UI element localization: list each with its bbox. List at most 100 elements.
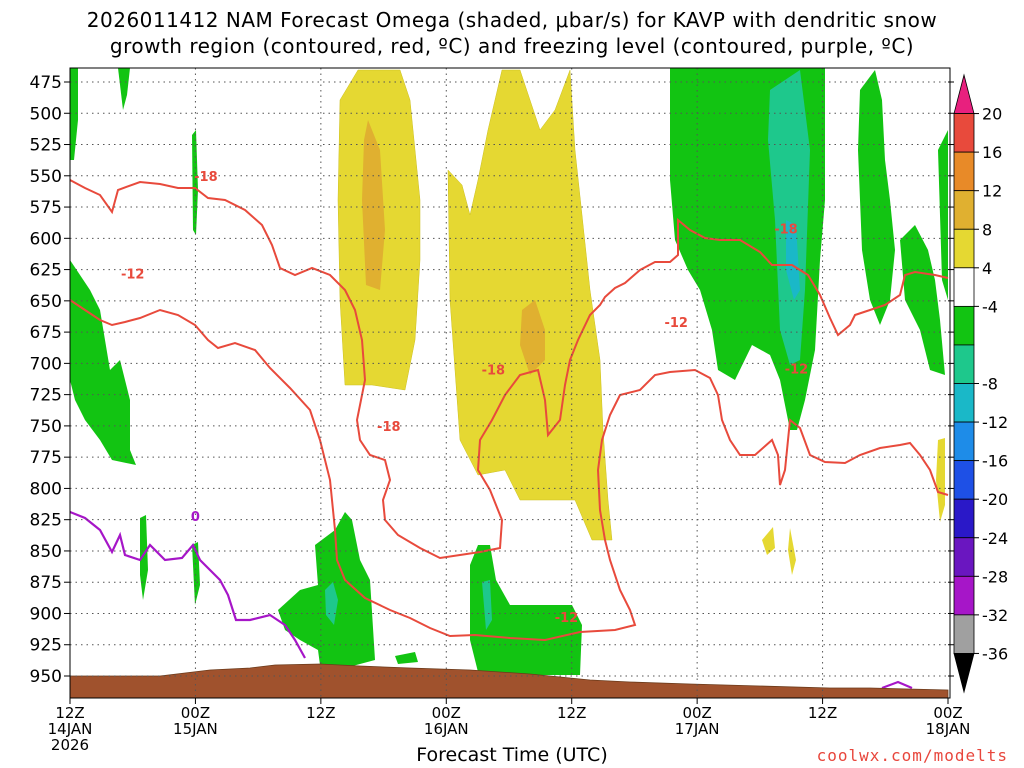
x-tick-label-7-1: 18JAN — [926, 720, 971, 738]
colorbar: 20 16 12 8 4 -4 -8 -12 -16 -20 -24 -28 -32 -36 — [953, 73, 1008, 694]
colorbar-label-5: -4 — [982, 297, 998, 316]
contour-label-6: -18 — [774, 222, 798, 237]
colorbar-cap-bottom — [953, 653, 975, 694]
contour-label-0: -18 — [194, 170, 218, 185]
omega-green-sliver-2 — [192, 130, 198, 235]
y-axis: 475 500 525 550 575 600 625 650 675 700 725 750 775 8… — [30, 73, 954, 687]
y-tick-label-600: 600 — [30, 229, 62, 249]
source-credit: coolwx.com/modelts — [816, 746, 1008, 765]
contour-label-7: -12 — [785, 362, 809, 377]
dendritic-contour-minus-12-lower — [70, 299, 949, 642]
y-tick-label-950: 950 — [30, 667, 62, 687]
x-tick-label-6-0: 12Z — [808, 704, 837, 722]
contour-label-3: -18 — [482, 364, 506, 379]
x-tick-label-2-0: 12Z — [306, 704, 335, 722]
freezing-level-contour — [70, 510, 306, 659]
y-tick-label-475: 475 — [30, 73, 62, 93]
omega-green-region-far-right-2 — [900, 225, 945, 375]
contour-labels: -18 -12 -18 -18 -12 -12 -18 -12 0 — [121, 170, 808, 626]
omega-green-region-far-right — [858, 70, 895, 325]
colorbar-swatch-4 — [953, 228, 975, 269]
y-tick-label-675: 675 — [30, 323, 62, 343]
colorbar-label-10: -24 — [982, 529, 1008, 548]
y-tick-label-850: 850 — [30, 542, 62, 562]
y-tick-label-550: 550 — [30, 167, 62, 187]
dendritic-contour-minus-18-upper — [70, 179, 949, 560]
colorbar-cap-top — [953, 73, 975, 114]
omega-orange-region-1 — [362, 120, 385, 290]
contour-label-1: -12 — [121, 267, 145, 282]
x-tick-label-5-1: 17JAN — [675, 720, 720, 738]
colorbar-swatch-9 — [953, 421, 975, 462]
colorbar-swatch-1 — [953, 113, 975, 153]
x-tick-label-3-1: 16JAN — [424, 720, 469, 738]
x-tick-label-0-2: 2026 — [51, 736, 89, 754]
chart-title-line-1: 2026011412 NAM Forecast Omega (shaded, μ… — [86, 8, 938, 32]
chart-title-line-2: growth region (contoured, red, ºC) and f… — [109, 34, 915, 58]
terrain-surface — [70, 663, 949, 698]
x-tick-label-1-0: 00Z — [181, 704, 210, 722]
x-tick-label-3-0: 00Z — [432, 704, 461, 722]
x-tick-label-1-1: 15JAN — [173, 720, 218, 738]
y-tick-label-575: 575 — [30, 198, 62, 218]
omega-green-region-left — [70, 260, 136, 465]
plot-frame — [69, 67, 951, 699]
omega-yellow-small-1 — [762, 527, 775, 555]
omega-cyan-region-right — [786, 220, 800, 300]
omega-green-sliver-top — [118, 68, 130, 110]
colorbar-label-12: -32 — [982, 606, 1008, 625]
colorbar-swatch-14 — [953, 614, 975, 654]
freezing-level-contour-right — [881, 680, 913, 690]
colorbar-label-9: -20 — [982, 490, 1008, 509]
colorbar-label-4: 4 — [982, 259, 992, 278]
omega-orange-region-2 — [520, 300, 545, 375]
colorbar-swatch-13 — [953, 575, 975, 616]
omega-green-blob-small — [395, 652, 418, 664]
x-tick-label-7-0: 00Z — [933, 704, 962, 722]
y-tick-label-525: 525 — [30, 136, 62, 156]
colorbar-swatch-3 — [953, 190, 975, 230]
omega-green-region-left-top — [70, 68, 78, 160]
x-axis-title: Forecast Time (UTC) — [416, 744, 608, 766]
x-tick-label-5-0: 00Z — [682, 704, 711, 722]
colorbar-swatch-11 — [953, 498, 975, 539]
colorbar-swatch-2 — [953, 151, 975, 192]
colorbar-swatch-5 — [953, 267, 975, 307]
y-tick-label-650: 650 — [30, 292, 62, 312]
contour-label-8: 0 — [191, 510, 200, 525]
contour-label-4: -12 — [664, 316, 688, 331]
y-tick-label-925: 925 — [30, 636, 62, 656]
omega-teal-region-low-1 — [325, 582, 338, 625]
colorbar-swatch-12 — [953, 537, 975, 577]
contour-label-5: -12 — [555, 611, 579, 626]
colorbar-label-11: -28 — [982, 567, 1008, 586]
y-tick-label-900: 900 — [30, 604, 62, 624]
colorbar-swatch-8 — [953, 383, 975, 423]
gridlines — [70, 68, 948, 698]
colorbar-swatch-7 — [953, 344, 975, 384]
x-tick-label-0-1: 14JAN — [48, 720, 93, 738]
y-tick-label-825: 825 — [30, 511, 62, 531]
colorbar-label-6: -8 — [982, 375, 998, 394]
y-tick-label-500: 500 — [30, 104, 62, 124]
omega-teal-region-low-2 — [482, 580, 492, 630]
colorbar-label-2: 12 — [982, 182, 1002, 201]
contour-label-2: -18 — [377, 420, 401, 435]
omega-green-region-low-2 — [470, 545, 582, 675]
colorbar-label-13: -36 — [982, 644, 1008, 663]
y-tick-label-625: 625 — [30, 261, 62, 281]
x-tick-label-0-0: 12Z — [55, 704, 84, 722]
y-tick-label-775: 775 — [30, 448, 62, 468]
x-tick-label-4-0: 12Z — [557, 704, 586, 722]
omega-yellow-small-2 — [788, 528, 796, 575]
colorbar-label-0: 20 — [982, 105, 1002, 124]
colorbar-swatch-6 — [953, 305, 975, 346]
omega-yellow-small-3 — [936, 438, 945, 522]
omega-teal-region-right — [768, 70, 810, 365]
omega-green-sliver-5 — [938, 130, 948, 300]
colorbar-label-7: -12 — [982, 413, 1008, 432]
colorbar-label-1: 16 — [982, 143, 1002, 162]
omega-green-sliver-3 — [140, 515, 148, 600]
